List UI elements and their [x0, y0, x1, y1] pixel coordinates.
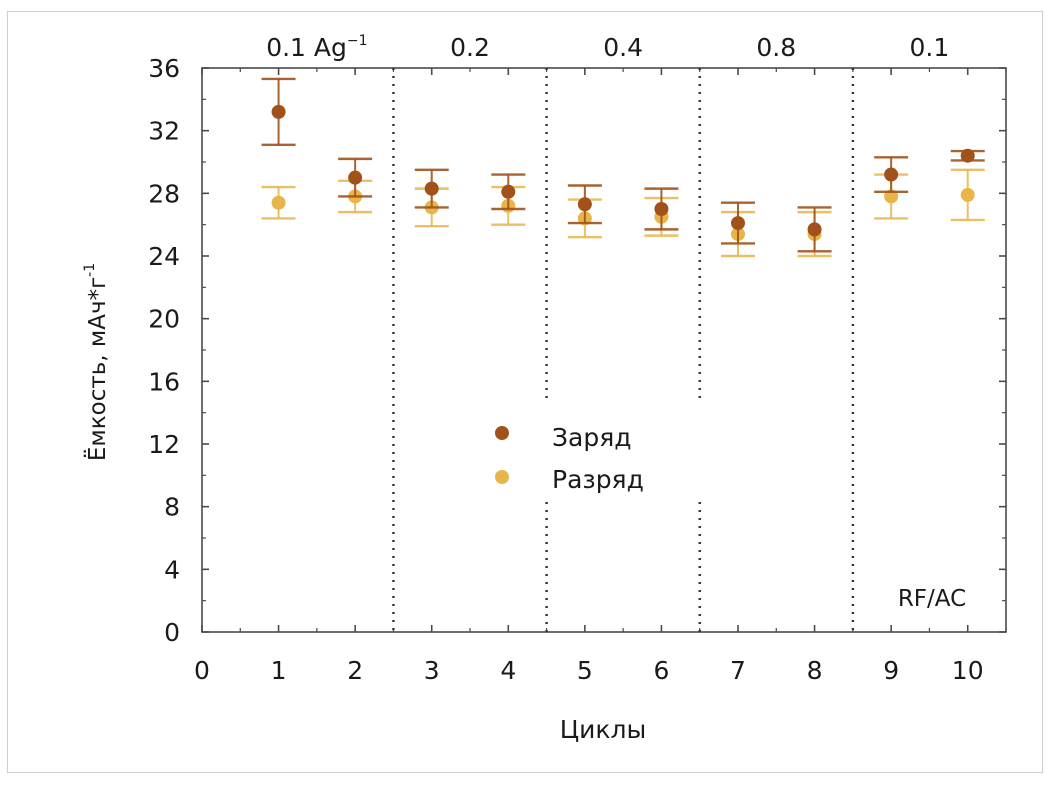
y-tick-label: 4 — [164, 555, 180, 584]
y-axis-label-text: Ёмкость, мАч*г — [83, 277, 111, 461]
legend-label-charge: Заряд — [552, 423, 632, 452]
legend-marker-charge — [495, 426, 509, 440]
y-tick-label: 24 — [148, 242, 180, 271]
x-tick-label: 3 — [424, 656, 440, 685]
segment-label-sup: −1 — [347, 33, 368, 49]
chart-frame — [7, 11, 1043, 773]
charge-point — [271, 104, 286, 119]
charge-point — [348, 170, 363, 185]
x-tick-label: 4 — [500, 656, 516, 685]
charge-point — [577, 197, 592, 212]
segment-label: 0.1 — [910, 33, 950, 62]
y-axis-label-sup: -1 — [82, 263, 98, 277]
segment-label: 0.1 Ag−1 — [266, 33, 367, 62]
charge-point — [501, 184, 516, 199]
segment-label: 0.2 — [450, 33, 490, 62]
discharge-point — [960, 187, 975, 202]
y-tick-label: 0 — [164, 618, 180, 647]
x-tick-label: 8 — [807, 656, 823, 685]
x-tick-label: 10 — [952, 656, 984, 685]
y-tick-label: 8 — [164, 493, 180, 522]
charge-point — [960, 148, 975, 163]
charge-point — [884, 167, 899, 182]
legend: Заряд Разряд — [495, 423, 644, 494]
rf-ac-annotation: RF/AC — [898, 586, 966, 612]
y-tick-label: 16 — [148, 367, 180, 396]
segment-label: 0.8 — [756, 33, 796, 62]
charge-point — [807, 222, 822, 237]
x-tick-label: 2 — [347, 656, 363, 685]
legend-marker-discharge — [495, 470, 509, 484]
x-tick-label: 0 — [194, 656, 210, 685]
x-tick-label: 9 — [883, 656, 899, 685]
charge-point — [654, 202, 669, 216]
discharge-point — [271, 195, 286, 210]
y-tick-label: 12 — [148, 430, 180, 459]
y-tick-label: 20 — [148, 305, 180, 334]
axes-box — [201, 67, 1007, 633]
x-tick-label: 1 — [271, 656, 287, 685]
legend-label-discharge: Разряд — [552, 465, 644, 494]
y-tick-label: 32 — [148, 117, 180, 146]
y-tick-label: 36 — [148, 54, 180, 83]
segment-label: 0.4 — [603, 33, 643, 62]
x-tick-label: 7 — [730, 656, 746, 685]
y-tick-label: 28 — [148, 179, 180, 208]
charge-point — [731, 216, 745, 231]
charge-point — [424, 181, 439, 196]
x-tick-label: 5 — [577, 656, 593, 685]
x-tick-label: 6 — [653, 656, 669, 685]
y-axis-label: Ёмкость, мАч*г-1 — [82, 263, 111, 461]
x-axis-label: Циклы — [560, 715, 646, 744]
